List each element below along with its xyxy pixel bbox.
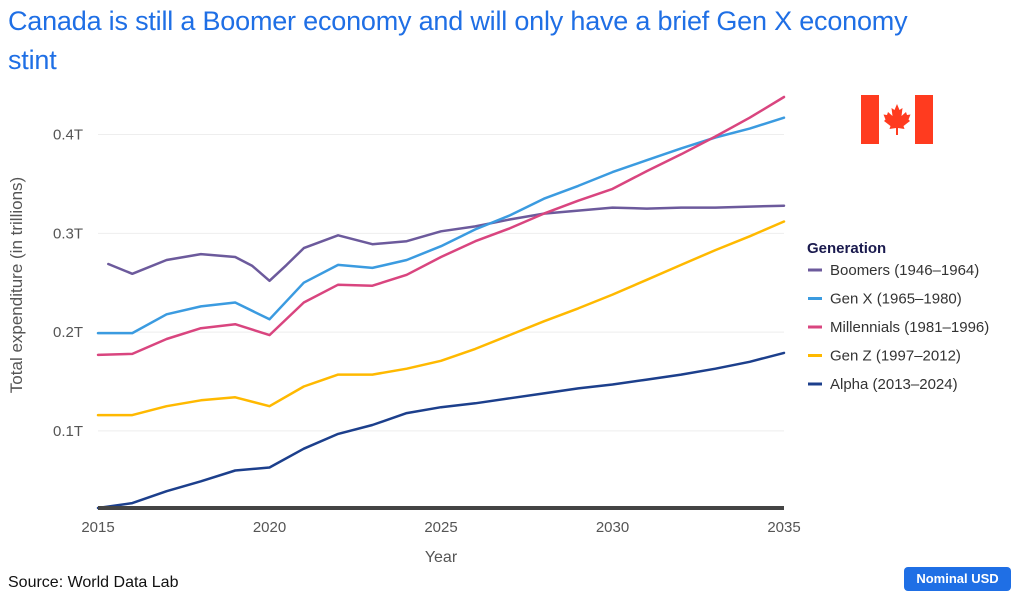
y-tick-label: 0.4T — [53, 127, 83, 144]
chart-title: Canada is still a Boomer economy and wil… — [8, 6, 908, 75]
grid-lines — [98, 134, 784, 432]
x-tick-labels: 2015 2020 2025 2030 2035 — [81, 519, 800, 536]
x-tick-label: 2020 — [253, 519, 286, 536]
x-tick-label: 2030 — [596, 519, 629, 536]
legend: Generation Boomers (1946–1964) Gen X (196… — [807, 240, 989, 393]
y-tick-label: 0.3T — [53, 225, 83, 242]
x-tick-label: 2025 — [424, 519, 457, 536]
legend-title: Generation — [807, 240, 886, 257]
y-tick-label: 0.2T — [53, 324, 83, 341]
x-axis-label: Year — [425, 549, 458, 566]
legend-label: Millennials (1981–1996) — [830, 319, 989, 336]
legend-label: Boomers (1946–1964) — [830, 262, 979, 279]
series-line — [107, 204, 786, 283]
canada-flag-icon — [861, 95, 933, 144]
series-line — [96, 95, 786, 357]
x-tick-label: 2035 — [767, 519, 800, 536]
x-tick-label: 2015 — [81, 519, 114, 536]
y-tick-labels: 0.1T 0.2T 0.3T 0.4T — [53, 127, 83, 440]
legend-label: Alpha (2013–2024) — [830, 376, 958, 393]
y-tick-label: 0.1T — [53, 423, 83, 440]
y-axis-label: Total expenditure (in trillions) — [7, 177, 26, 393]
series-line — [96, 220, 786, 417]
series-line — [96, 116, 786, 335]
nominal-usd-badge: Nominal USD — [904, 567, 1011, 591]
legend-label: Gen Z (1997–2012) — [830, 348, 961, 365]
source-note: Source: World Data Lab — [8, 574, 179, 591]
legend-label: Gen X (1965–1980) — [830, 291, 962, 308]
series-line — [96, 351, 786, 510]
series-lines — [96, 95, 786, 510]
